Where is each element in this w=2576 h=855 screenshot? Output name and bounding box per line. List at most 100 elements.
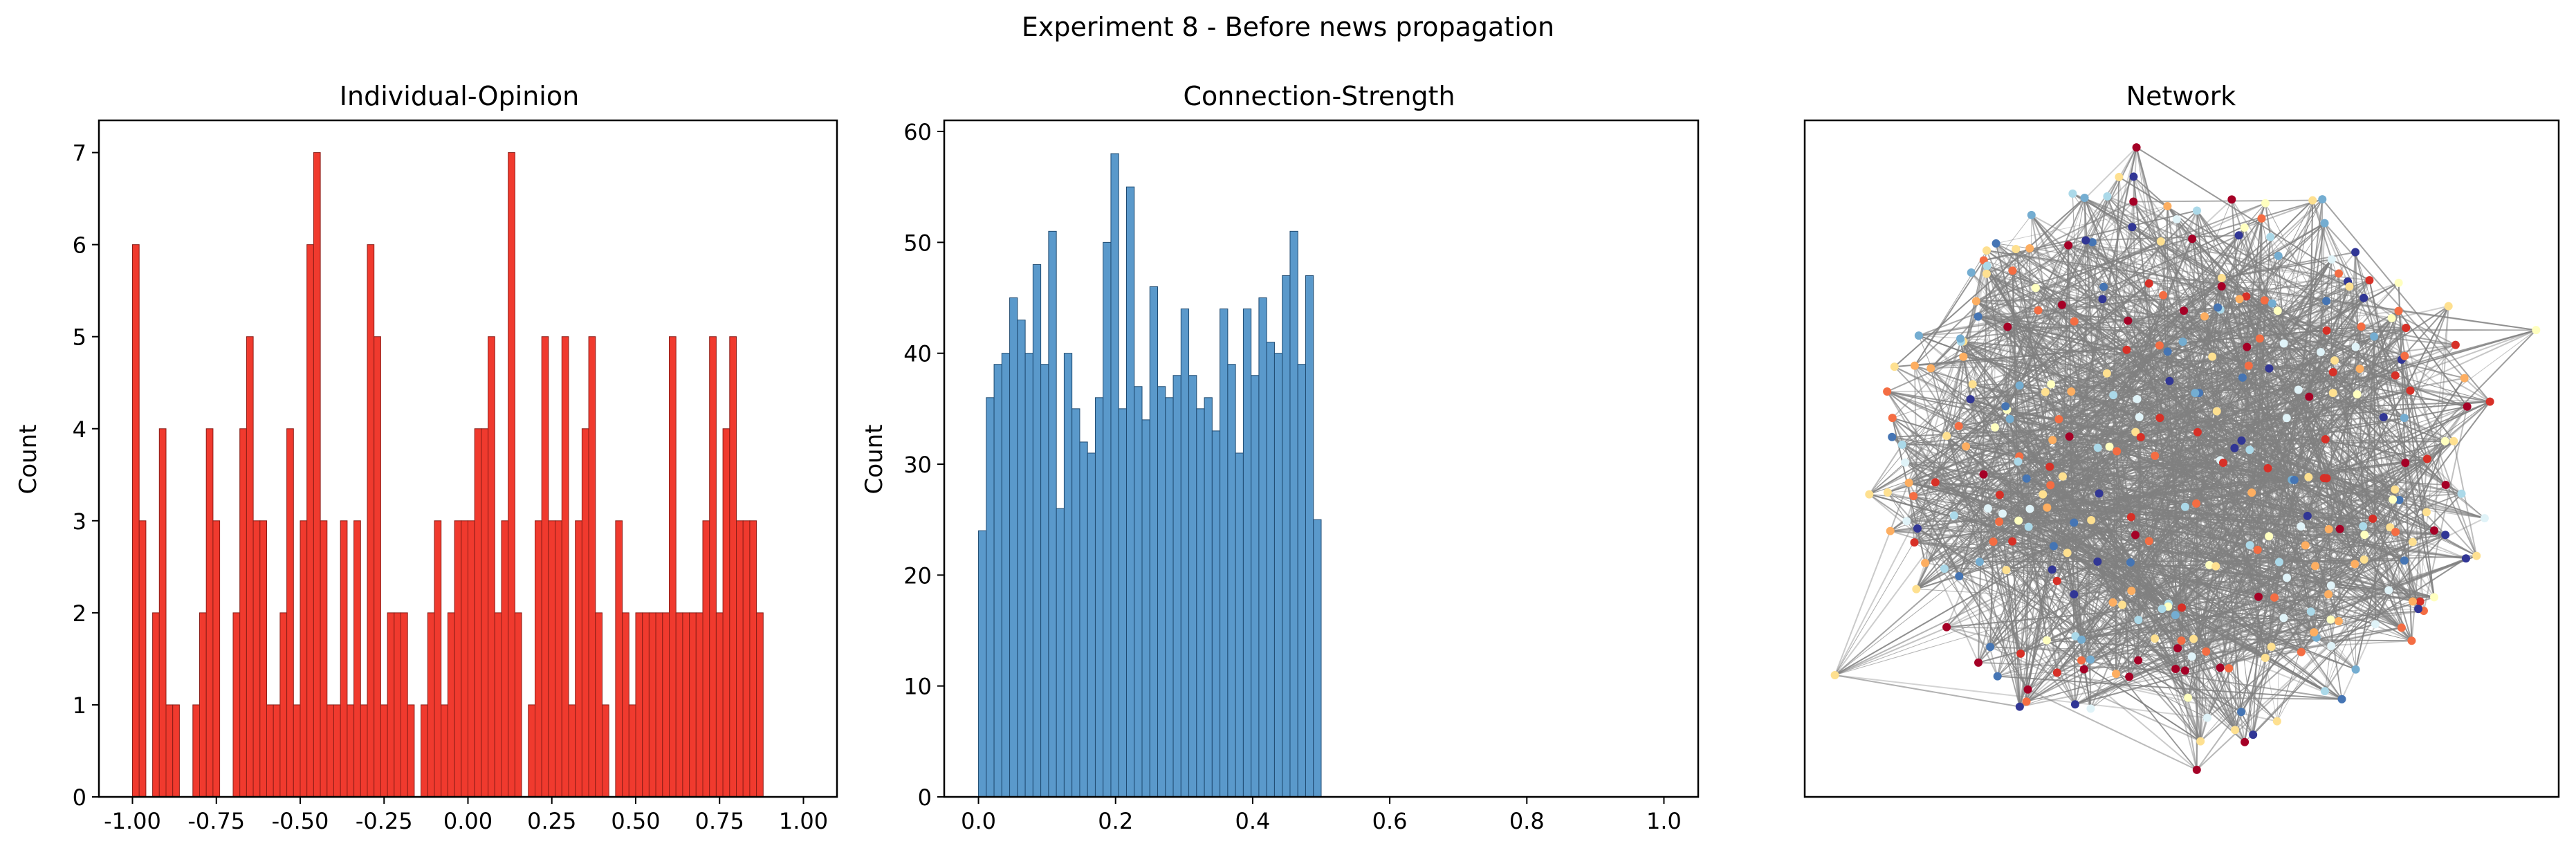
connection-histogram-bar: [1024, 353, 1033, 798]
network-edge: [1997, 675, 2342, 700]
network-node: [2047, 380, 2056, 389]
network-node: [2012, 245, 2021, 254]
opinion-histogram-bar: [595, 612, 602, 798]
network-edge: [2363, 297, 2456, 346]
network-edge: [2209, 534, 2446, 566]
network-node: [2125, 672, 2134, 681]
network-edge: [1930, 368, 2021, 707]
opinion-histogram-bar: [736, 520, 744, 798]
network-nodes: [1830, 143, 2541, 774]
network-edge: [1914, 542, 2311, 612]
network-node: [2008, 266, 2017, 275]
network-node: [2400, 414, 2409, 423]
network-edge: [2116, 450, 2315, 633]
network-node: [2402, 324, 2411, 333]
opinion-histogram-bar: [192, 704, 200, 798]
network-node: [2266, 232, 2275, 241]
network-node: [2086, 704, 2095, 713]
connection-histogram-bar: [978, 530, 987, 798]
network-edge: [2348, 286, 2390, 591]
network-edge: [1960, 341, 2140, 620]
network-node: [2008, 537, 2017, 546]
opinion-histogram-bar: [541, 336, 549, 798]
network-node: [2216, 663, 2225, 672]
network-node: [2386, 523, 2395, 532]
opinion-histogram-bar: [662, 612, 670, 798]
network-node: [1942, 623, 1951, 632]
opinion-histogram-bar: [407, 704, 415, 798]
network-edge: [1868, 327, 2008, 495]
network-edge: [2355, 489, 2396, 670]
connection-histogram-bar: [1165, 397, 1174, 798]
network-edge: [2184, 555, 2477, 672]
network-edge: [2324, 530, 2435, 692]
network-edge: [1978, 245, 2069, 318]
network-node: [2077, 656, 2086, 665]
connection-histogram-bar: [1009, 297, 1018, 798]
network-edge: [2052, 326, 2362, 441]
network-node: [2087, 515, 2096, 524]
network-node: [2048, 565, 2057, 574]
network-edge: [2154, 351, 2169, 456]
network-node: [2126, 558, 2135, 567]
network-node: [2328, 368, 2337, 377]
network-node: [2240, 223, 2249, 232]
connection-histogram-ytick-label: 30: [903, 452, 932, 478]
network-node: [2156, 237, 2165, 246]
network-edge: [1891, 436, 1989, 509]
network-edge: [2268, 535, 2306, 546]
network-node: [2196, 737, 2205, 746]
network-node: [2178, 337, 2187, 346]
network-edge: [2135, 535, 2198, 771]
network-node: [1955, 572, 1964, 581]
network-node: [2345, 282, 2354, 291]
network-node: [2237, 708, 2246, 717]
opinion-histogram-bar: [293, 704, 301, 798]
network-node: [2460, 374, 2469, 383]
network-node: [2308, 196, 2317, 205]
network-edge: [2355, 347, 2400, 501]
network-edge: [2256, 218, 2263, 550]
network-node: [2306, 607, 2315, 616]
network-edge: [1908, 482, 1915, 543]
network-edge: [1913, 495, 1998, 677]
network-edge: [2027, 688, 2198, 771]
network-edge: [2330, 558, 2467, 647]
opinion-histogram-bar: [347, 704, 355, 798]
network-node: [2351, 342, 2360, 351]
connection-histogram-y-axis: 0 10 20 30 40 50 60: [903, 119, 944, 811]
network-edge: [1868, 493, 2077, 637]
opinion-histogram-bar: [756, 612, 764, 798]
network-edge: [1894, 366, 2123, 606]
opinion-histogram-bar: [555, 520, 562, 798]
opinion-histogram-bar: [434, 520, 442, 798]
network-node: [2070, 700, 2079, 709]
network-node: [2225, 664, 2234, 673]
network-edge: [2168, 605, 2311, 613]
opinion-histogram-bar: [252, 520, 261, 798]
network-edge: [2398, 441, 2446, 501]
network-node: [2263, 463, 2272, 472]
network-edge: [2052, 439, 2331, 620]
network-edge: [1987, 265, 2446, 442]
network-node: [2387, 313, 2396, 322]
network-edge: [2081, 659, 2342, 700]
opinion-histogram-bar: [360, 704, 368, 798]
network-node: [2129, 197, 2138, 206]
network-edge: [1935, 481, 2467, 560]
network-node: [1983, 504, 1992, 513]
network-node: [2155, 414, 2164, 423]
network-node: [2192, 499, 2201, 508]
network-node: [2054, 415, 2063, 424]
network-node: [1914, 331, 1923, 340]
network-edge: [2315, 223, 2326, 567]
opinion-histogram-bar: [729, 336, 737, 798]
network-node: [2430, 526, 2439, 535]
network-node: [2015, 702, 2024, 711]
network-node: [2322, 297, 2331, 306]
opinion-histogram-bar: [441, 704, 448, 798]
network-node: [2001, 402, 2010, 411]
network-node: [2274, 251, 2283, 260]
network-node: [1883, 488, 1892, 497]
